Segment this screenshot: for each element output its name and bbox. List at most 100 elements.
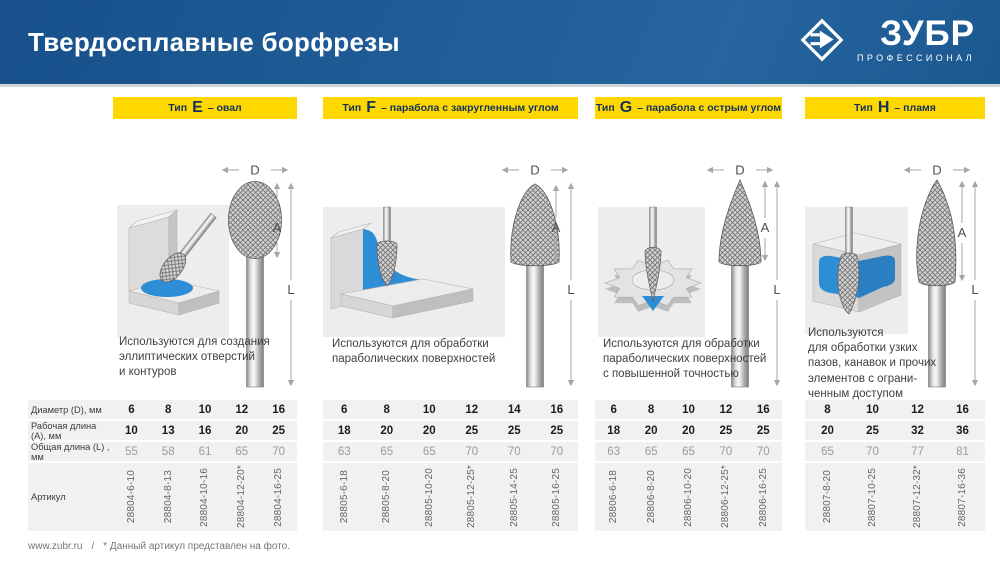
spec-table-h: 8 10 12 16 20 25 32 36 65 70 77 81 28807… (805, 400, 985, 531)
illustration-area-e: D A L Используются для создания эллиптич… (113, 130, 297, 398)
diameter-value: 16 (260, 400, 297, 419)
diameter-value: 6 (595, 400, 633, 419)
working-length-value: 20 (669, 421, 708, 440)
total-length-value: 65 (223, 442, 261, 461)
type-suffix: – парабола с острым углом (637, 102, 782, 114)
row-label-working-length: Рабочая длина (A), мм (28, 421, 113, 441)
type-header-h: Тип H – пламя (805, 97, 985, 119)
article-number: 28805-6-18 (323, 463, 366, 531)
diameter-value: 8 (149, 400, 187, 419)
total-length-value: 63 (595, 442, 633, 461)
article-number: 28805-14-25 (493, 463, 536, 531)
diameter-value: 10 (186, 400, 224, 419)
working-length-value: 25 (744, 421, 782, 440)
burr-side-view (916, 179, 957, 388)
working-length-value: 18 (323, 421, 366, 440)
article-number: 28806-6-18 (595, 463, 633, 531)
article-number: 28804-8-13 (149, 463, 187, 531)
type-column-g: Тип G – парабола с острым углом (595, 97, 782, 398)
article-number: 28804-16-25 (260, 463, 297, 531)
type-header-e: Тип E – овал (113, 97, 297, 119)
total-length-value: 77 (895, 442, 940, 461)
type-suffix: – овал (207, 102, 242, 114)
total-length-value: 61 (186, 442, 224, 461)
brand-subtitle: ПРОФЕССИОНАЛ (857, 53, 975, 63)
total-length-value: 65 (632, 442, 670, 461)
total-length-value: 70 (450, 442, 493, 461)
article-number: 28806-10-20 (669, 463, 708, 531)
type-label: Тип (342, 102, 362, 114)
type-label: Тип (595, 102, 615, 114)
row-label-diameter: Диаметр (D), мм (28, 400, 113, 419)
diameter-value: 16 (535, 400, 578, 419)
diameter-value: 16 (744, 400, 782, 419)
diameter-value: 10 (850, 400, 895, 419)
type-label: Тип (168, 102, 188, 114)
spec-table-f: 6 8 10 12 14 16 18 20 20 25 25 25 63 65 … (323, 400, 578, 531)
type-letter: F (366, 99, 376, 116)
diameter-value: 10 (669, 400, 708, 419)
total-length-value: 65 (408, 442, 451, 461)
usage-description: Используются для создания эллиптических … (119, 336, 270, 379)
working-length-value: 13 (149, 421, 187, 440)
working-length-value: 25 (450, 421, 493, 440)
illustration-area-f: D A L Используются для обработки парабол… (323, 130, 578, 398)
dim-a-label: A (273, 220, 282, 235)
spec-table-e: 6 8 10 12 16 10 13 16 20 25 55 58 61 65 … (113, 400, 297, 531)
article-number: 28804-12-20* (223, 463, 261, 531)
application-illustration (323, 206, 505, 337)
burr-illustration-g: D A L (598, 163, 781, 388)
dim-a-label: A (958, 225, 967, 240)
diameter-value: 8 (365, 400, 408, 419)
dim-l-label: L (971, 282, 978, 297)
application-illustration (598, 206, 705, 337)
application-illustration (805, 206, 908, 334)
brand-diamond-icon (800, 18, 844, 61)
dim-d-label: D (735, 163, 744, 178)
website-link[interactable]: www.zubr.ru (28, 541, 83, 552)
article-number: 28805-8-20 (365, 463, 408, 531)
type-letter: H (877, 99, 890, 116)
working-length-value: 25 (707, 421, 745, 440)
burr-illustration-h: D A L (805, 163, 979, 388)
type-letter: E (192, 99, 203, 116)
dimension-annotations: D A L (221, 163, 295, 387)
type-header-g: Тип G – парабола с острым углом (595, 97, 782, 119)
spec-table-g: 6 8 10 12 16 18 20 20 25 25 63 65 65 70 … (595, 400, 782, 531)
diameter-value: 10 (408, 400, 451, 419)
total-length-value: 65 (365, 442, 408, 461)
total-length-value: 65 (669, 442, 708, 461)
brand-name: ЗУБР (880, 14, 975, 53)
working-length-value: 25 (493, 421, 536, 440)
type-column-h: Тип H – пламя (805, 97, 985, 400)
diameter-value: 12 (707, 400, 745, 419)
total-length-value: 70 (850, 442, 895, 461)
working-length-value: 36 (940, 421, 985, 440)
application-illustration (117, 205, 229, 338)
diameter-value: 16 (940, 400, 985, 419)
working-length-value: 18 (595, 421, 633, 440)
working-length-value: 20 (408, 421, 451, 440)
working-length-value: 25 (535, 421, 578, 440)
diameter-value: 14 (493, 400, 536, 419)
type-column-e: Тип E – овал (113, 97, 297, 398)
usage-description: Используются для обработки параболически… (332, 338, 496, 366)
working-length-value: 20 (223, 421, 261, 440)
dim-a-label: A (552, 220, 561, 235)
total-length-value: 70 (260, 442, 297, 461)
type-header-f: Тип F – парабола с закругленным углом (323, 97, 578, 119)
burr-side-view (718, 178, 762, 388)
article-number: 28804-6-10 (113, 463, 150, 531)
article-number: 28806-12-25* (707, 463, 745, 531)
burr-side-view (510, 183, 560, 388)
article-number: 28806-16-25 (744, 463, 782, 531)
total-length-value: 70 (535, 442, 578, 461)
row-label-article: Артикул (28, 463, 113, 531)
diameter-value: 12 (895, 400, 940, 419)
burr-side-view (228, 181, 282, 388)
page-footer: www.zubr.ru / * Данный артикул представл… (28, 541, 290, 552)
article-number: 28807-12-32* (895, 463, 940, 531)
working-length-value: 25 (850, 421, 895, 440)
footnote: * Данный артикул представлен на фото. (103, 541, 291, 552)
type-label: Тип (854, 102, 873, 114)
